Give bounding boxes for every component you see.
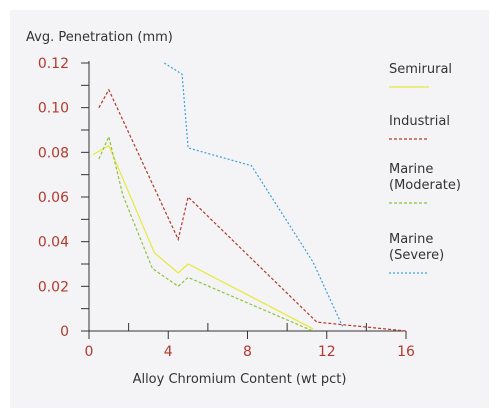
x-tick-label: 8 (243, 344, 252, 360)
series-line-2 (98, 134, 314, 332)
chart-card: 0 0.02 0.04 0.06 0.08 0.10 0.12 0 4 8 12 16 Avg. Pen… (10, 10, 489, 408)
y-axis-label: Avg. Penetration (mm) (26, 30, 173, 45)
x-tick-label: 4 (164, 344, 173, 360)
legend-label-2: (Moderate) (389, 178, 461, 193)
y-tick-label: 0.06 (38, 190, 69, 206)
x-tick-label: 12 (318, 344, 336, 360)
series-line-0 (92, 144, 314, 330)
y-tick-label: 0.04 (38, 235, 69, 251)
series-line-3 (163, 62, 344, 327)
y-tick-label: 0.12 (38, 56, 69, 72)
y-tick-label: 0.10 (38, 101, 69, 117)
series-line-1 (98, 88, 407, 332)
y-tick-label: 0.08 (38, 145, 69, 161)
legend-label-3: Marine (389, 232, 433, 247)
y-tick-label: 0 (60, 324, 69, 340)
line-chart: 0 0.02 0.04 0.06 0.08 0.10 0.12 0 4 8 12 16 Avg. Pen… (26, 30, 461, 387)
legend-label-1: Industrial (389, 114, 450, 129)
x-tick-label: 0 (85, 344, 94, 360)
x-tick-label: 16 (397, 344, 415, 360)
y-tick-label: 0.02 (38, 279, 69, 295)
x-axis-label: Alloy Chromium Content (wt pct) (133, 372, 347, 387)
legend-label-3: (Severe) (389, 248, 444, 263)
legend-label-0: Semirural (389, 62, 452, 77)
legend-label-2: Marine (389, 162, 433, 177)
